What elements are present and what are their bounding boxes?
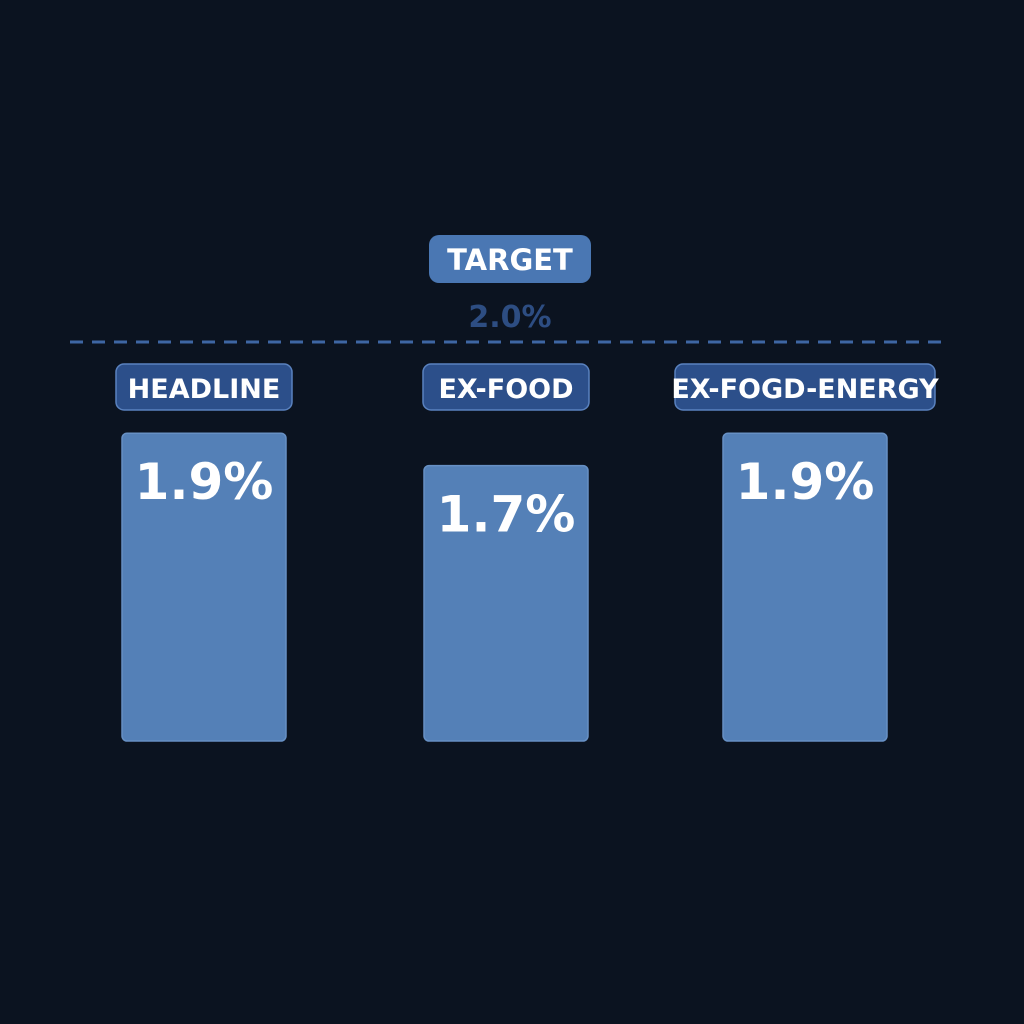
category-label: EX-FOOD — [438, 374, 573, 405]
target-value-label: 2.0% — [468, 300, 551, 335]
bar-value-label: 1.7% — [437, 486, 576, 544]
target-group: TARGET 2.0% — [70, 235, 945, 344]
bar-ex-fogd-energy — [722, 432, 888, 742]
bar-headline — [121, 432, 287, 742]
bar-value-label: 1.9% — [135, 453, 274, 511]
category-label: HEADLINE — [128, 374, 281, 405]
category-label: EX-FOGD-ENERGY — [671, 374, 939, 405]
bar-group: 1.9% HEADLINE 1.7% EX-FOOD 1.9% EX-FOGD-ENERG… — [115, 363, 939, 742]
bar-ex-food — [423, 464, 589, 742]
category-pill — [422, 363, 590, 411]
target-label: TARGET — [447, 243, 573, 277]
target-pill — [429, 235, 591, 283]
bar-value-label: 1.9% — [736, 453, 875, 511]
category-pill — [674, 363, 936, 411]
category-pill — [115, 363, 293, 411]
